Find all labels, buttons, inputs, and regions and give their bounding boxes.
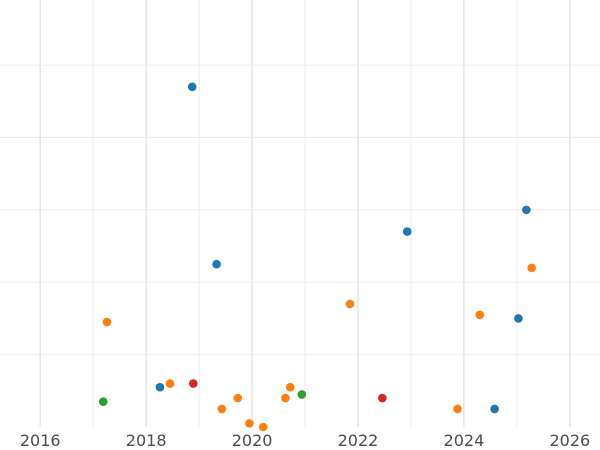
scatter-point-series-2 bbox=[527, 263, 536, 273]
x-tick-label: 2020 bbox=[232, 431, 273, 450]
scatter-point-series-2 bbox=[285, 382, 295, 392]
x-axis-tick-labels: 2016 2018 2020 2022 2024 2026 bbox=[20, 431, 590, 450]
x-tick-label: 2026 bbox=[549, 431, 590, 450]
scatter-point-series-2 bbox=[475, 310, 485, 320]
scatter-point-series-2 bbox=[453, 404, 462, 414]
scatter-point-series-1 bbox=[514, 314, 523, 323]
scatter-point-series-4 bbox=[188, 379, 198, 388]
scatter-point-series-2 bbox=[165, 379, 175, 388]
x-tick-label: 2018 bbox=[126, 431, 167, 450]
x-tick-label: 2024 bbox=[444, 431, 485, 450]
scatter-point-series-2 bbox=[281, 393, 290, 403]
x-tick-label: 2022 bbox=[338, 431, 379, 450]
scatter-point-series-2 bbox=[258, 422, 268, 432]
scatter-point-series-1 bbox=[490, 404, 499, 414]
scatter-point-series-2 bbox=[345, 299, 355, 309]
scatter-point-series-3 bbox=[297, 390, 307, 399]
scatter-point-series-1 bbox=[155, 382, 165, 392]
scatter-point-series-1 bbox=[522, 205, 531, 215]
scatter-point-series-4 bbox=[378, 393, 387, 403]
points-layer bbox=[98, 82, 536, 432]
scatter-point-series-1 bbox=[212, 259, 221, 269]
scatter-point-series-1 bbox=[402, 227, 412, 236]
scatter-point-series-2 bbox=[245, 419, 254, 428]
scatter-point-series-3 bbox=[98, 397, 108, 406]
scatter-point-series-2 bbox=[102, 317, 112, 327]
scatter-point-series-2 bbox=[217, 404, 227, 414]
scatter-point-series-1 bbox=[187, 82, 197, 92]
grid-layer bbox=[0, 0, 600, 427]
scatter-point-series-2 bbox=[233, 393, 243, 403]
x-tick-label: 2016 bbox=[20, 431, 61, 450]
